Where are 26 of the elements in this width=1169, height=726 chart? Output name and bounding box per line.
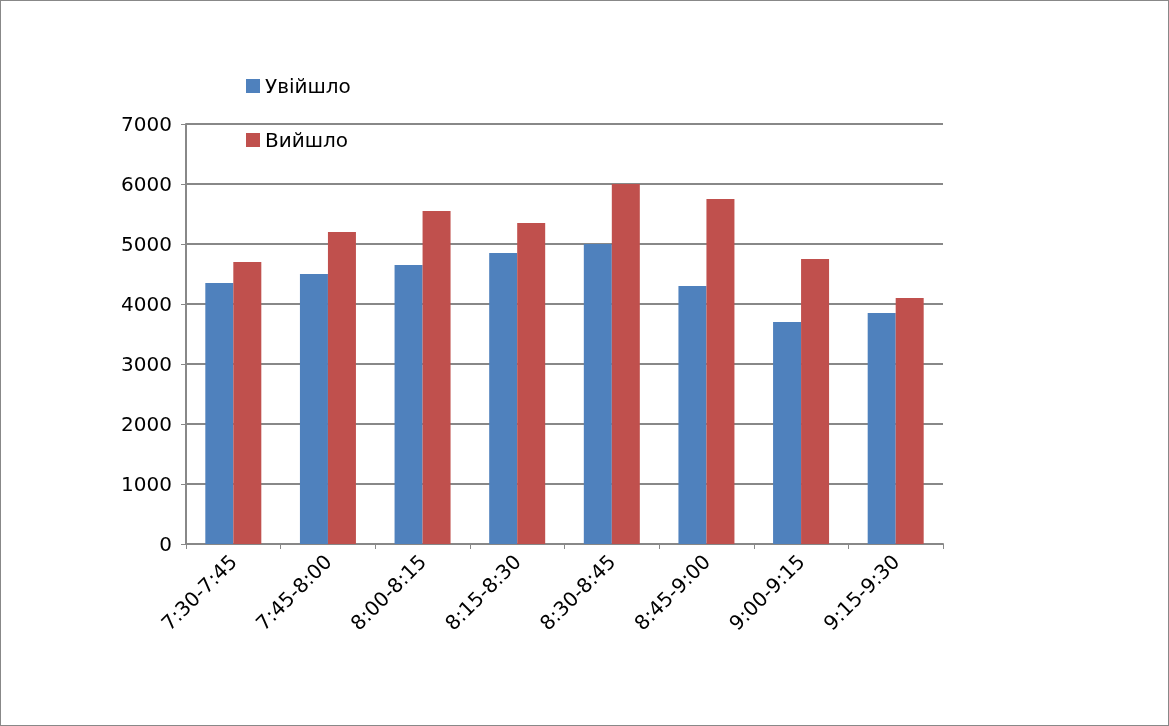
bar	[678, 286, 707, 544]
y-tick-label: 0	[159, 532, 172, 556]
bar	[706, 199, 735, 544]
bar	[489, 253, 518, 544]
bar	[299, 274, 328, 544]
bar	[895, 298, 924, 544]
y-tick-label: 7000	[121, 112, 172, 136]
y-tick-label: 2000	[121, 412, 172, 436]
bar	[205, 283, 234, 544]
bar	[394, 265, 423, 544]
bar	[327, 232, 356, 544]
y-tick-label: 5000	[121, 232, 172, 256]
bar	[611, 184, 640, 544]
bar	[422, 211, 451, 544]
y-tick-label: 4000	[121, 292, 172, 316]
legend-label: Вийшло	[265, 128, 349, 152]
y-tick-label: 1000	[121, 472, 172, 496]
bar	[583, 244, 612, 544]
bar	[801, 259, 830, 544]
bar	[233, 262, 262, 544]
legend-label: Увійшло	[265, 74, 351, 98]
bar	[517, 223, 546, 544]
bar	[773, 322, 802, 544]
y-tick-label: 6000	[121, 172, 172, 196]
y-tick-label: 3000	[121, 352, 172, 376]
bar	[867, 313, 896, 544]
